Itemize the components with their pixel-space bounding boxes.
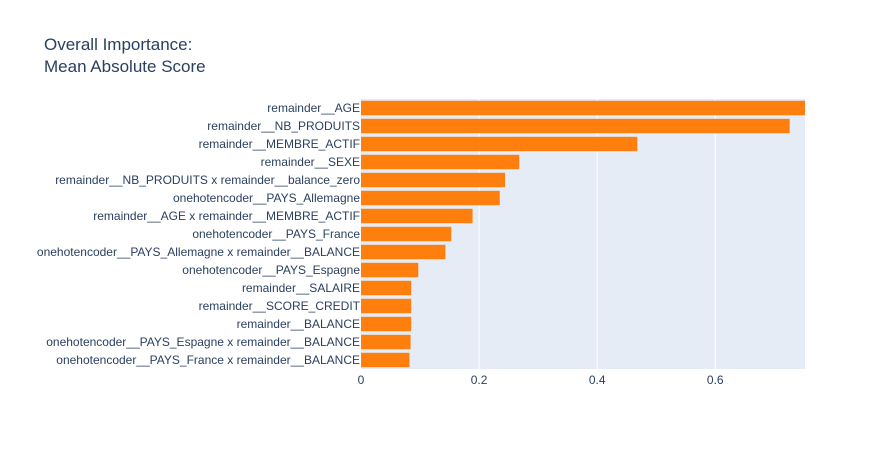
y-tick-label: onehotencoder__PAYS_Espagne [182,263,360,277]
bar[interactable] [361,208,473,224]
bar[interactable] [361,280,412,296]
x-tick-label: 0 [358,373,365,387]
bar[interactable] [361,244,446,260]
y-axis-tick-labels: remainder__AGE remainder__NB_PRODUITSrema… [37,101,361,367]
y-tick-label: onehotencoder__PAYS_France x remainder__… [56,353,360,367]
y-tick-label: remainder__AGE [267,101,360,115]
y-tick-label: onehotencoder__PAYS_Allemagne [173,191,360,205]
chart-title: Overall Importance: [44,35,192,54]
y-tick-label: remainder__SCORE_CREDIT [199,299,361,313]
x-axis-tick-labels: 0 0.2 0.4 0.6 [358,373,724,387]
chart-subtitle: Mean Absolute Score [44,57,206,76]
y-tick-label: onehotencoder__PAYS_Espagne x remainder_… [46,335,360,349]
bar[interactable] [361,154,520,170]
bar[interactable] [361,298,412,314]
y-tick-label: remainder__BALANCE [237,317,360,331]
bar[interactable] [361,190,500,206]
x-tick-label: 0.4 [589,373,606,387]
y-tick-label: remainder__NB_PRODUITS [207,119,360,133]
bar[interactable] [361,334,411,350]
bar[interactable] [361,262,419,278]
y-tick-label: onehotencoder__PAYS_France [192,227,360,241]
x-tick-label: 0.6 [707,373,724,387]
x-tick-label: 0.2 [471,373,488,387]
y-tick-label: remainder__NB_PRODUITS x remainder__bala… [55,173,360,187]
bar[interactable] [361,226,452,242]
bar[interactable] [361,100,805,116]
bar[interactable] [361,136,638,152]
bar[interactable] [361,172,506,188]
y-tick-label: remainder__SALAIRE [242,281,360,295]
y-tick-label: onehotencoder__PAYS_Allemagne x remainde… [37,245,360,259]
bars [361,100,805,368]
y-tick-label: remainder__SEXE [261,155,360,169]
y-tick-label: remainder__MEMBRE_ACTIF [199,137,360,151]
bar[interactable] [361,352,410,368]
y-tick-label: remainder__AGE x remainder__MEMBRE_ACTIF [93,209,360,223]
bar[interactable] [361,118,790,134]
bar[interactable] [361,316,412,332]
